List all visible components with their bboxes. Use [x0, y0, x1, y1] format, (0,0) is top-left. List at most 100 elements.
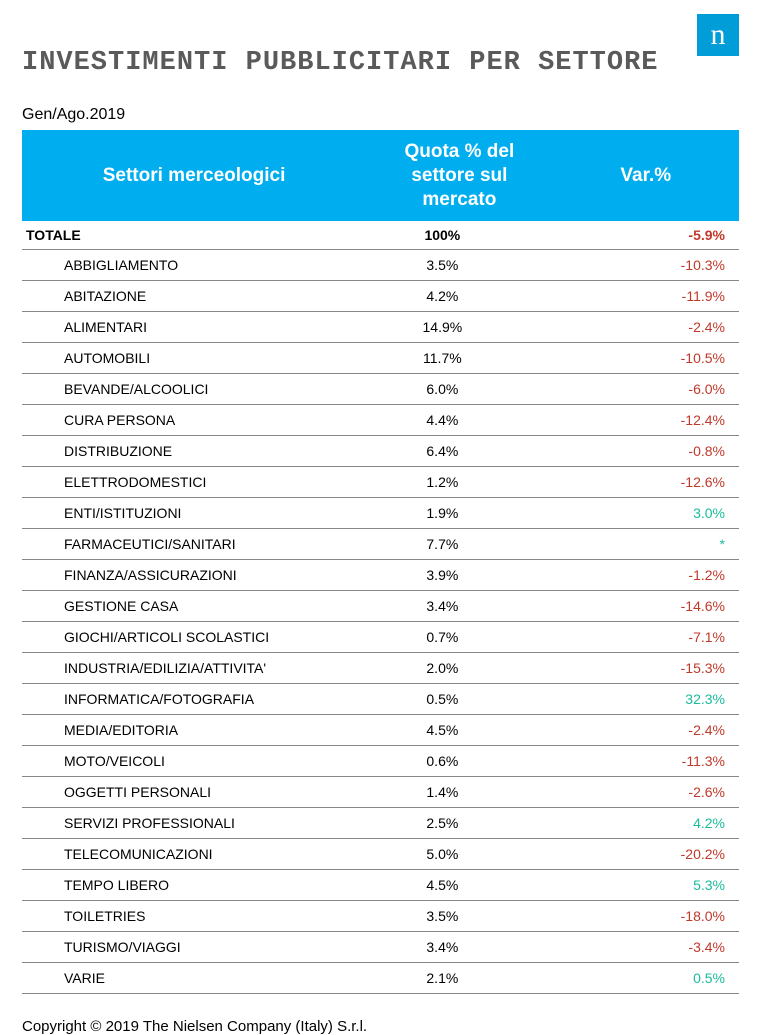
period-label: Gen/Ago.2019 — [22, 106, 739, 124]
cell-sector: AUTOMOBILI — [22, 343, 366, 374]
cell-sector: OGGETTI PERSONALI — [22, 777, 366, 808]
cell-sector: INDUSTRIA/EDILIZIA/ATTIVITA' — [22, 653, 366, 684]
table-row: ABBIGLIAMENTO3.5%-10.3% — [22, 250, 739, 281]
cell-var: -7.1% — [553, 622, 739, 653]
sector-table: Settori merceologici Quota % del settore… — [22, 130, 739, 994]
cell-quota: 1.4% — [366, 777, 552, 808]
cell-quota: 5.0% — [366, 839, 552, 870]
cell-quota: 1.2% — [366, 467, 552, 498]
cell-sector: TEMPO LIBERO — [22, 870, 366, 901]
table-row: VARIE2.1%0.5% — [22, 963, 739, 994]
table-row: GESTIONE CASA3.4%-14.6% — [22, 591, 739, 622]
cell-sector: TOILETRIES — [22, 901, 366, 932]
cell-var: -2.4% — [553, 715, 739, 746]
cell-sector: SERVIZI PROFESSIONALI — [22, 808, 366, 839]
cell-var: -11.3% — [553, 746, 739, 777]
cell-var: -11.9% — [553, 281, 739, 312]
cell-quota: 4.5% — [366, 870, 552, 901]
cell-quota: 0.6% — [366, 746, 552, 777]
cell-sector: ABITAZIONE — [22, 281, 366, 312]
cell-var: -3.4% — [553, 932, 739, 963]
col-var: Var.% — [553, 130, 739, 221]
cell-var: 3.0% — [553, 498, 739, 529]
cell-quota: 3.5% — [366, 901, 552, 932]
cell-sector: ELETTRODOMESTICI — [22, 467, 366, 498]
cell-quota: 0.5% — [366, 684, 552, 715]
table-row: ENTI/ISTITUZIONI1.9%3.0% — [22, 498, 739, 529]
table-row: MOTO/VEICOLI0.6%-11.3% — [22, 746, 739, 777]
table-row: FARMACEUTICI/SANITARI7.7%* — [22, 529, 739, 560]
cell-quota: 3.9% — [366, 560, 552, 591]
cell-sector: MOTO/VEICOLI — [22, 746, 366, 777]
cell-sector: GESTIONE CASA — [22, 591, 366, 622]
cell-var: -20.2% — [553, 839, 739, 870]
cell-sector: MEDIA/EDITORIA — [22, 715, 366, 746]
cell-sector: VARIE — [22, 963, 366, 994]
cell-sector: FINANZA/ASSICURAZIONI — [22, 560, 366, 591]
cell-quota: 1.9% — [366, 498, 552, 529]
cell-quota: 3.4% — [366, 932, 552, 963]
cell-sector: ABBIGLIAMENTO — [22, 250, 366, 281]
cell-sector: TOTALE — [22, 221, 366, 250]
cell-var: -12.4% — [553, 405, 739, 436]
col-quota: Quota % del settore sul mercato — [366, 130, 552, 221]
cell-sector: DISTRIBUZIONE — [22, 436, 366, 467]
cell-var: -5.9% — [553, 221, 739, 250]
cell-quota: 6.4% — [366, 436, 552, 467]
table-row: MEDIA/EDITORIA4.5%-2.4% — [22, 715, 739, 746]
cell-var: 32.3% — [553, 684, 739, 715]
cell-quota: 3.4% — [366, 591, 552, 622]
copyright: Copyright © 2019 The Nielsen Company (It… — [22, 1018, 739, 1035]
table-header-row: Settori merceologici Quota % del settore… — [22, 130, 739, 221]
cell-var: 5.3% — [553, 870, 739, 901]
cell-sector: FARMACEUTICI/SANITARI — [22, 529, 366, 560]
cell-var: -18.0% — [553, 901, 739, 932]
cell-sector: ENTI/ISTITUZIONI — [22, 498, 366, 529]
cell-var: * — [553, 529, 739, 560]
table-row: TURISMO/VIAGGI3.4%-3.4% — [22, 932, 739, 963]
table-row: SERVIZI PROFESSIONALI2.5%4.2% — [22, 808, 739, 839]
cell-quota: 2.0% — [366, 653, 552, 684]
cell-sector: TELECOMUNICAZIONI — [22, 839, 366, 870]
cell-quota: 7.7% — [366, 529, 552, 560]
cell-var: -0.8% — [553, 436, 739, 467]
table-row: FINANZA/ASSICURAZIONI3.9%-1.2% — [22, 560, 739, 591]
cell-quota: 3.5% — [366, 250, 552, 281]
cell-var: -6.0% — [553, 374, 739, 405]
cell-quota: 4.2% — [366, 281, 552, 312]
cell-quota: 0.7% — [366, 622, 552, 653]
cell-var: 0.5% — [553, 963, 739, 994]
cell-sector: ALIMENTARI — [22, 312, 366, 343]
cell-var: -14.6% — [553, 591, 739, 622]
cell-quota: 11.7% — [366, 343, 552, 374]
table-row: BEVANDE/ALCOOLICI6.0%-6.0% — [22, 374, 739, 405]
cell-sector: INFORMATICA/FOTOGRAFIA — [22, 684, 366, 715]
cell-var: -10.5% — [553, 343, 739, 374]
cell-quota: 6.0% — [366, 374, 552, 405]
cell-var: -12.6% — [553, 467, 739, 498]
cell-sector: BEVANDE/ALCOOLICI — [22, 374, 366, 405]
cell-var: -2.6% — [553, 777, 739, 808]
cell-quota: 2.1% — [366, 963, 552, 994]
table-row: ABITAZIONE4.2%-11.9% — [22, 281, 739, 312]
cell-var: 4.2% — [553, 808, 739, 839]
cell-var: -1.2% — [553, 560, 739, 591]
page-title: INVESTIMENTI PUBBLICITARI PER SETTORE — [22, 48, 739, 78]
table-row: INDUSTRIA/EDILIZIA/ATTIVITA'2.0%-15.3% — [22, 653, 739, 684]
cell-var: -15.3% — [553, 653, 739, 684]
table-row: GIOCHI/ARTICOLI SCOLASTICI0.7%-7.1% — [22, 622, 739, 653]
cell-sector: TURISMO/VIAGGI — [22, 932, 366, 963]
table-row: CURA PERSONA4.4%-12.4% — [22, 405, 739, 436]
table-row: AUTOMOBILI11.7%-10.5% — [22, 343, 739, 374]
cell-quota: 4.4% — [366, 405, 552, 436]
table-row: ALIMENTARI14.9%-2.4% — [22, 312, 739, 343]
col-sector: Settori merceologici — [22, 130, 366, 221]
table-row: OGGETTI PERSONALI1.4%-2.6% — [22, 777, 739, 808]
table-row: INFORMATICA/FOTOGRAFIA0.5%32.3% — [22, 684, 739, 715]
table-row: TOILETRIES3.5%-18.0% — [22, 901, 739, 932]
nielsen-logo: n — [697, 14, 739, 56]
cell-quota: 2.5% — [366, 808, 552, 839]
cell-quota: 14.9% — [366, 312, 552, 343]
table-row: TEMPO LIBERO4.5%5.3% — [22, 870, 739, 901]
table-row: DISTRIBUZIONE6.4%-0.8% — [22, 436, 739, 467]
